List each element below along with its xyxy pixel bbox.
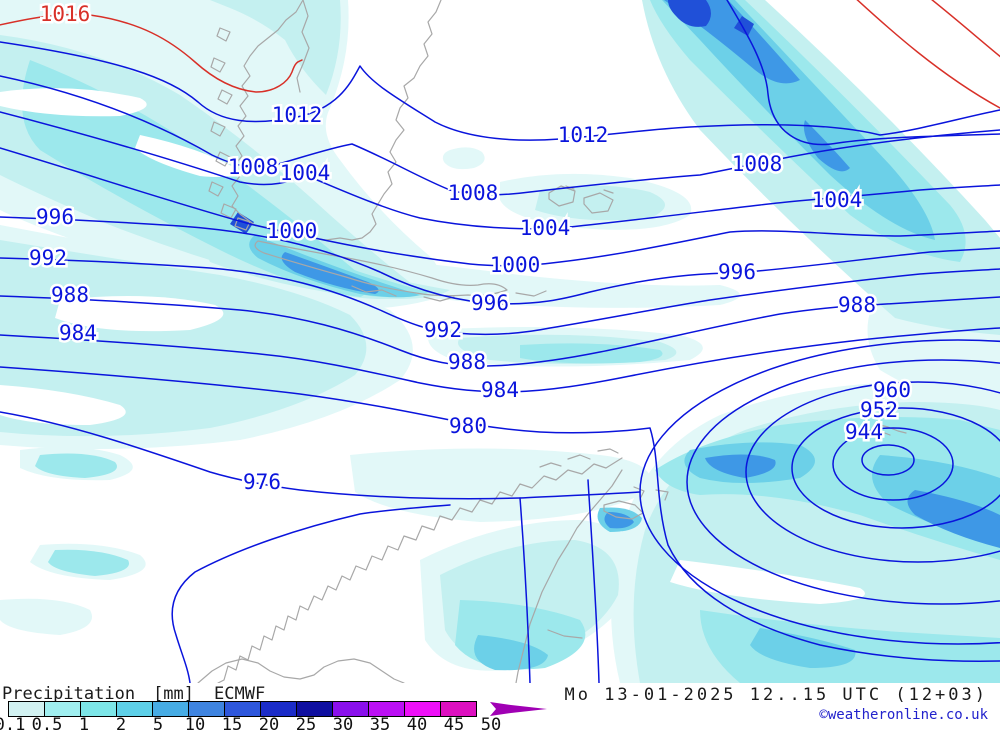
legend-tick: 5 — [152, 715, 164, 733]
isobar-label: 944 — [845, 420, 883, 444]
legend-tick: 40 — [406, 715, 428, 733]
isobar-label: 988 — [838, 293, 876, 317]
legend-swatch — [440, 701, 477, 717]
isobar-contours — [0, 0, 1000, 683]
legend-colorbar — [8, 701, 477, 717]
legend-tick: 30 — [332, 715, 354, 733]
isobar-label: 984 — [59, 321, 97, 345]
isobar-label: 996 — [36, 205, 74, 229]
legend-arrow-icon — [490, 702, 547, 716]
weather-map: 1016 1012 1012 1008 1004 1008 1004 1008 … — [0, 0, 1000, 683]
isobar-label: 976 — [243, 470, 281, 494]
isobar-label: 980 — [449, 414, 487, 438]
isobar-labels: 1016 1012 1012 1008 1004 1008 1004 1008 … — [27, 0, 914, 497]
isobar-label: 1008 — [732, 152, 783, 176]
isobar-label: 1000 — [490, 253, 541, 277]
isobar-label: 992 — [424, 318, 462, 342]
legend-title: Precipitation [mm] ECMWF — [2, 684, 265, 704]
isobar-label: 996 — [718, 260, 756, 284]
legend-arrow-shape — [490, 702, 547, 716]
legend-tick: 25 — [295, 715, 317, 733]
legend-tick: 20 — [258, 715, 280, 733]
isobar-label: 996 — [471, 291, 509, 315]
legend-tick: 1 — [78, 715, 90, 733]
isobar-label: 1004 — [520, 216, 571, 240]
isobar-label: 1008 — [228, 155, 279, 179]
legend-tick: 10 — [184, 715, 206, 733]
isobar-label: 992 — [29, 246, 67, 270]
legend-tick: 0.1 — [0, 715, 26, 733]
isobar-label: 1016 — [40, 2, 91, 26]
legend-tick: 15 — [221, 715, 243, 733]
copyright-text: ©weatheronline.co.uk — [819, 707, 988, 723]
isobar-label: 1012 — [558, 123, 609, 147]
isobar-label: 984 — [481, 378, 519, 402]
isobar-label: 1008 — [448, 181, 499, 205]
legend-tick: 45 — [443, 715, 465, 733]
legend-tick: 0.5 — [31, 715, 63, 733]
legend-model: ECMWF — [214, 684, 266, 704]
legend-tick: 50 — [480, 715, 502, 733]
isobar-label: 988 — [51, 283, 89, 307]
isobar-label: 1000 — [267, 219, 318, 243]
legend-tick: 2 — [115, 715, 127, 733]
isobar-label: 988 — [448, 350, 486, 374]
isobar-label: 952 — [860, 398, 898, 422]
legend-tick: 35 — [369, 715, 391, 733]
coastlines — [197, 0, 907, 683]
forecast-datetime: Mo 13-01-2025 12..15 UTC (12+03) — [564, 685, 988, 705]
legend-unit: [mm] — [153, 684, 195, 704]
isobar-label: 1012 — [272, 103, 323, 127]
isobar-label: 960 — [873, 378, 911, 402]
legend-param-name: Precipitation — [2, 684, 136, 704]
precipitation-shading — [0, 0, 1000, 683]
isobar-label: 1004 — [812, 188, 863, 212]
isobar-label: 1004 — [280, 161, 331, 185]
